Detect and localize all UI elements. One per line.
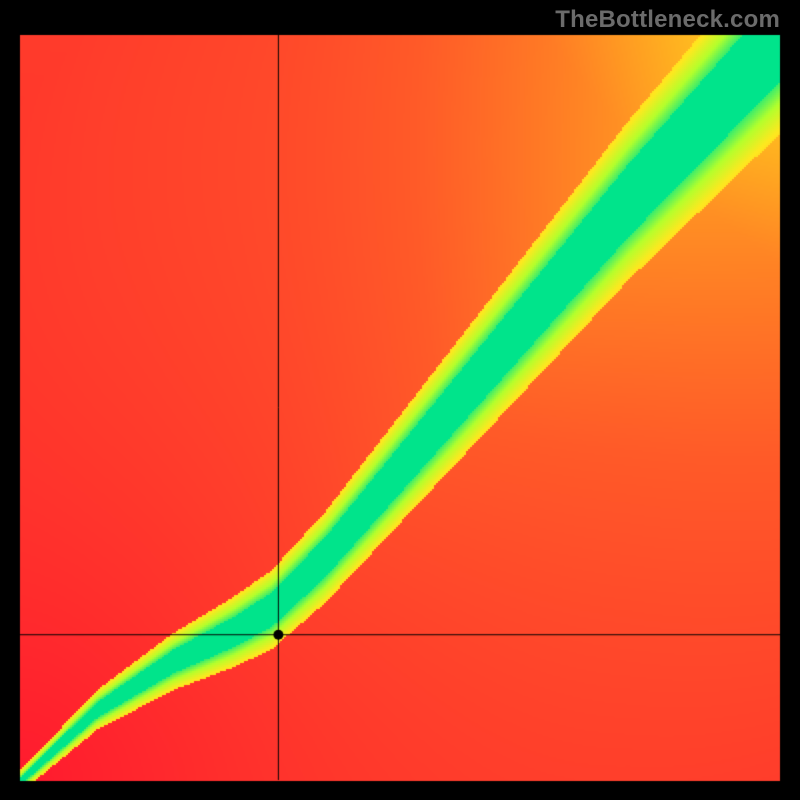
bottleneck-heatmap (0, 0, 800, 800)
watermark-text: TheBottleneck.com (555, 6, 780, 34)
chart-container: TheBottleneck.com (0, 0, 800, 800)
